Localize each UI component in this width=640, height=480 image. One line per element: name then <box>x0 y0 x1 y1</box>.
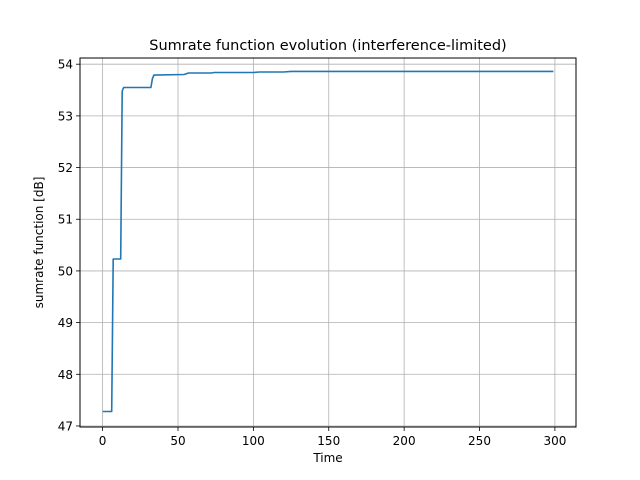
grid-lines <box>80 58 576 427</box>
y-tick-label: 54 <box>58 58 73 72</box>
x-tick-label: 0 <box>99 434 107 448</box>
axis-ticks: 0 50 100 150 200 250 300 47 48 49 50 51 52 53 54 <box>58 58 567 448</box>
y-tick-label: 52 <box>58 161 73 175</box>
series-line <box>102 70 554 413</box>
x-tick-label: 200 <box>393 434 416 448</box>
chart-title: Sumrate function evolution (interference… <box>149 38 506 54</box>
y-tick-label: 51 <box>58 213 73 227</box>
y-axis-label: sumrate function [dB] <box>32 177 46 309</box>
axes-frame <box>79 57 577 428</box>
y-tick-label: 47 <box>58 419 73 433</box>
y-tick-label: 50 <box>58 264 73 278</box>
x-tick-label: 50 <box>170 434 185 448</box>
y-tick-label: 53 <box>58 109 73 123</box>
x-tick-label: 150 <box>317 434 340 448</box>
plot-lines <box>102 70 554 413</box>
y-tick-label: 49 <box>58 316 73 330</box>
x-tick-label: 250 <box>468 434 491 448</box>
x-axis-label: Time <box>312 451 342 465</box>
y-tick-label: 48 <box>58 368 73 382</box>
x-tick-label: 100 <box>242 434 265 448</box>
x-tick-label: 300 <box>543 434 566 448</box>
